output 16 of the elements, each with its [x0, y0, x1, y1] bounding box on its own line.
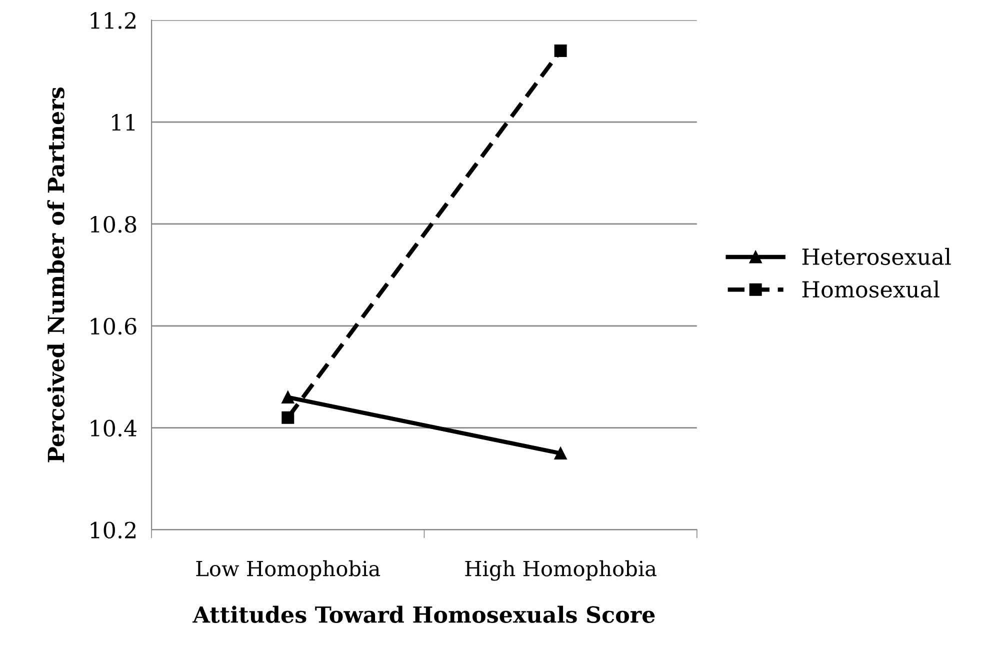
- x-tick-label: High Homophobia: [465, 560, 656, 581]
- point: [554, 44, 567, 57]
- legend-label: Heterosexual: [802, 248, 951, 266]
- y-tick-label: 10.8: [90, 216, 136, 233]
- x-tick-label: Low Homophobia: [196, 560, 380, 580]
- legend-label: Homosexual: [802, 280, 940, 298]
- point: [282, 411, 294, 424]
- y-axis-title: Perceived Number of Partners: [47, 88, 64, 462]
- y-tick-label: 11.2: [90, 12, 136, 29]
- y-tick-label: 10.2: [90, 522, 136, 539]
- point: [282, 391, 294, 404]
- point: [554, 447, 567, 460]
- y-tick-label: 11: [112, 114, 134, 131]
- x-axis-title: Attitudes Toward Homosexuals Score: [192, 606, 655, 623]
- y-tick-label: 10.4: [90, 420, 137, 437]
- y-tick-label: 10.6: [90, 318, 136, 335]
